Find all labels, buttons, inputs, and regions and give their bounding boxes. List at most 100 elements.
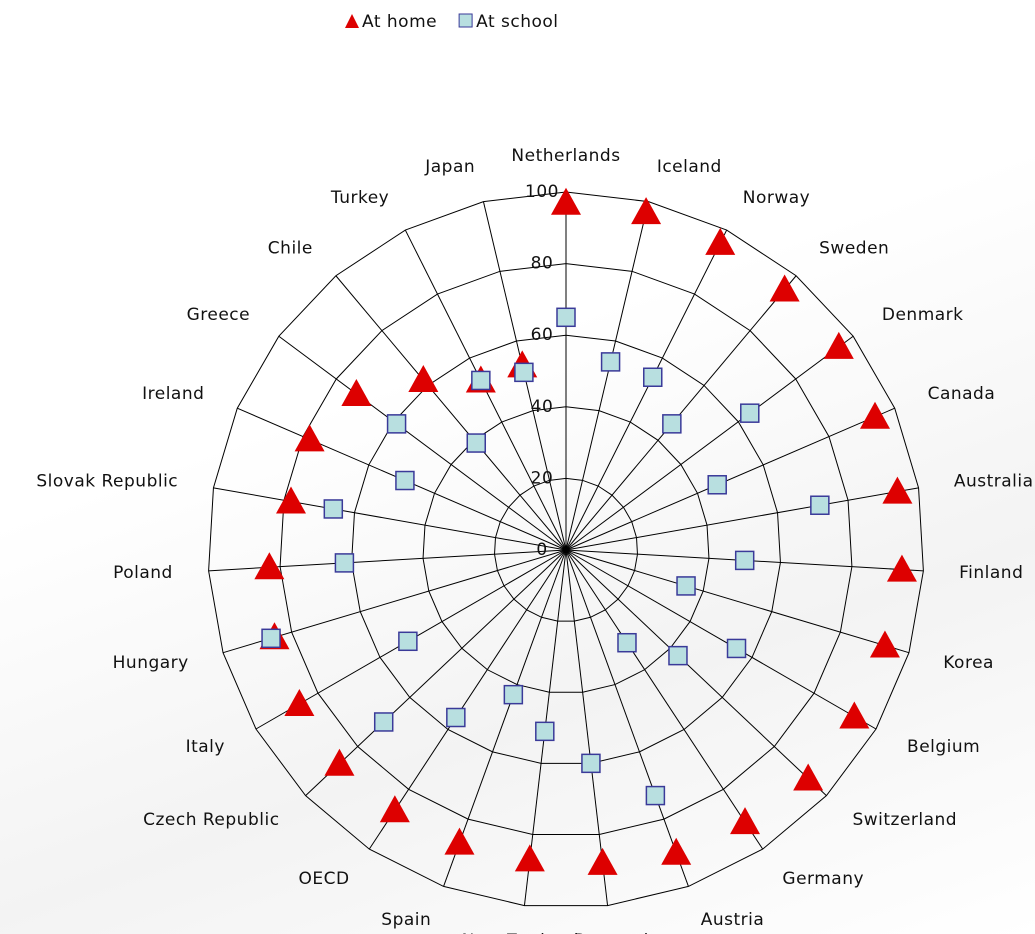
school-marker — [600, 352, 621, 372]
spoke — [565, 407, 895, 551]
spoke — [565, 549, 609, 906]
grid-ring — [351, 334, 781, 764]
home-marker — [341, 378, 372, 406]
r-tick-label: 60 — [531, 325, 554, 345]
home-marker — [730, 807, 761, 835]
home-marker — [769, 274, 800, 302]
spoke — [565, 201, 650, 551]
home-marker — [859, 401, 890, 429]
school-marker — [643, 367, 663, 387]
school-marker — [334, 553, 355, 573]
home-marker — [551, 187, 581, 215]
spoke — [335, 275, 567, 551]
home-marker — [254, 552, 285, 580]
school-marker — [662, 414, 682, 434]
category-label: Greece — [187, 305, 251, 325]
grid-ring — [422, 406, 710, 693]
school-marker — [668, 645, 688, 666]
spoke — [565, 549, 827, 797]
home-marker — [869, 630, 900, 658]
school-marker — [676, 576, 696, 596]
spoke — [278, 335, 567, 551]
legend-label: At school — [476, 12, 558, 32]
r-tick-label: 100 — [525, 182, 559, 202]
spoke — [565, 487, 919, 551]
legend-label: At home — [362, 12, 437, 32]
r-tick-label: 40 — [531, 397, 554, 417]
category-label: Belgium — [907, 737, 980, 757]
category-label: Netherlands — [511, 146, 620, 166]
category-label: Spain — [381, 910, 431, 930]
category-label: Chile — [268, 238, 313, 258]
r-tick-label: 80 — [531, 254, 554, 274]
school-marker — [734, 550, 755, 571]
home-marker — [839, 701, 870, 729]
school-marker — [261, 628, 281, 649]
home-marker — [276, 486, 307, 514]
grid-ring — [279, 263, 853, 835]
category-label: New Zealand — [462, 931, 579, 934]
school-marker — [581, 753, 601, 774]
category-label: Italy — [186, 737, 225, 757]
home-marker — [587, 847, 618, 875]
category-label: Australia — [954, 472, 1034, 492]
home-marker — [705, 227, 736, 255]
school-marker — [740, 403, 760, 423]
home-marker — [284, 688, 315, 716]
home-marker — [661, 837, 692, 865]
legend-symbol — [345, 14, 359, 28]
home-marker — [514, 844, 545, 872]
spoke — [565, 549, 689, 887]
category-label: Portugal — [575, 931, 649, 934]
home-marker — [631, 197, 662, 225]
school-marker — [395, 470, 415, 491]
school-marker — [398, 631, 418, 652]
spoke — [305, 549, 567, 797]
school-marker — [471, 370, 491, 391]
category-label: Japan — [424, 157, 475, 177]
category-label: Turkey — [330, 188, 389, 208]
school-marker — [617, 632, 637, 653]
category-label: Ireland — [142, 384, 204, 404]
category-label: Canada — [928, 384, 996, 404]
school-marker — [373, 712, 394, 732]
category-label: Denmark — [882, 305, 964, 325]
grid-ring — [494, 477, 638, 622]
home-marker — [324, 748, 355, 776]
category-label: Austria — [701, 910, 765, 930]
school-marker — [386, 414, 407, 434]
school-marker — [466, 433, 487, 453]
home-marker — [823, 331, 854, 359]
category-label: Slovak Republic — [36, 472, 178, 492]
school-marker — [645, 785, 666, 806]
spoke — [565, 275, 797, 551]
home-marker — [793, 763, 824, 791]
home-marker — [379, 795, 410, 823]
r-tick-label: 20 — [531, 468, 554, 488]
school-marker — [556, 307, 576, 328]
school-marker — [446, 707, 466, 728]
spoke — [565, 549, 877, 730]
spoke — [565, 229, 728, 551]
school-marker — [707, 475, 727, 495]
spoke — [565, 335, 854, 551]
home-marker — [886, 554, 917, 582]
category-label: Hungary — [113, 653, 189, 673]
r-tick-label: 0 — [536, 540, 547, 560]
spoke — [443, 549, 567, 887]
spoke — [565, 549, 764, 850]
school-marker — [810, 495, 830, 515]
legend-symbol — [458, 13, 473, 28]
spoke — [368, 549, 567, 850]
category-label: Finland — [959, 563, 1023, 583]
home-marker — [408, 364, 439, 392]
school-marker — [726, 638, 747, 659]
spoke — [213, 487, 567, 551]
home-marker — [444, 827, 475, 855]
category-label: Korea — [943, 653, 994, 673]
category-label: Poland — [113, 563, 173, 583]
school-marker — [535, 721, 555, 742]
category-label: OECD — [299, 869, 350, 889]
category-label: Czech Republic — [143, 810, 279, 830]
